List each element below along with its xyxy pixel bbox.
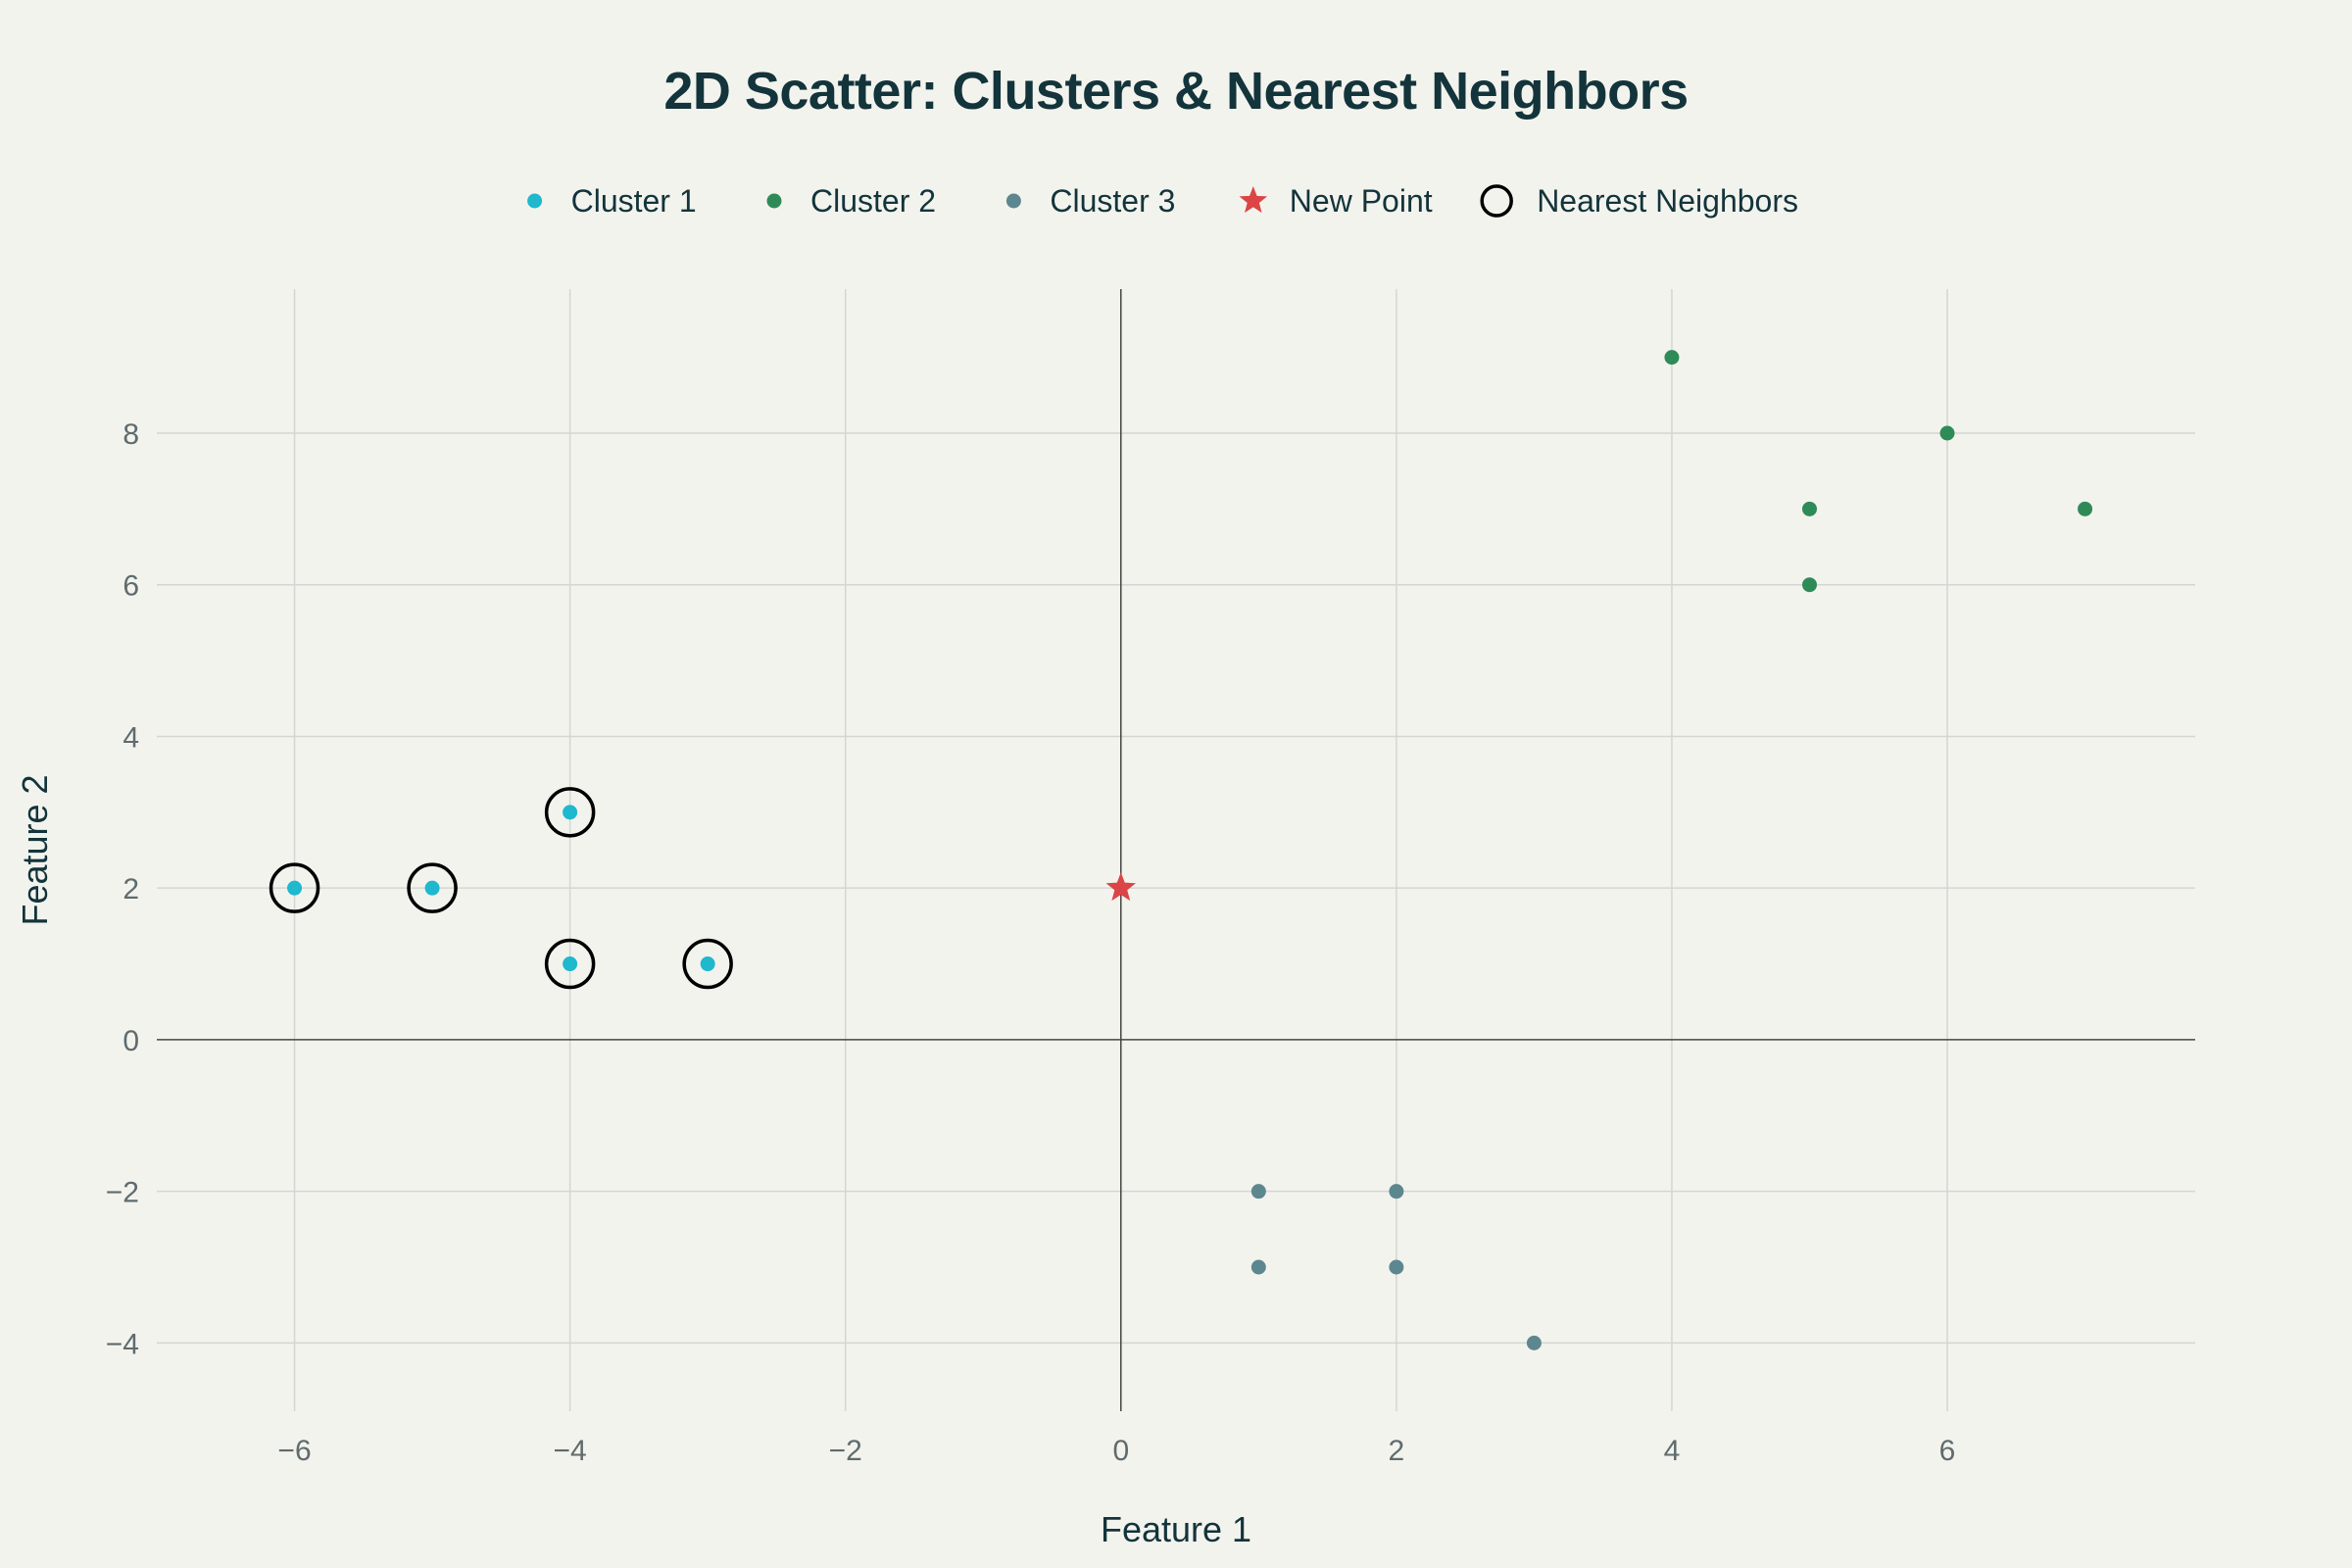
y-tick-label: 8 xyxy=(122,418,139,451)
legend-item-cluster-1: Cluster 1 xyxy=(527,183,697,219)
legend-marker-icon xyxy=(766,193,782,209)
y-tick-label: 6 xyxy=(122,570,139,603)
legend-item-cluster-2: Cluster 2 xyxy=(766,183,936,219)
legend-marker-icon xyxy=(527,193,543,209)
nearest-neighbors-point xyxy=(682,938,733,990)
grid-lines xyxy=(157,289,2195,1411)
y-tick-label: 0 xyxy=(122,1025,139,1057)
cluster-2-point xyxy=(1801,501,1817,516)
y-tick-label: −4 xyxy=(106,1328,139,1360)
chart-title: 2D Scatter: Clusters & Nearest Neighbors xyxy=(663,62,1689,121)
cluster-3-point xyxy=(1389,1259,1404,1275)
cluster-2-point xyxy=(1664,350,1680,366)
cluster-1-point xyxy=(563,956,578,972)
cluster-1-point xyxy=(563,805,578,820)
legend-label: New Point xyxy=(1290,183,1433,219)
y-tick-label: 4 xyxy=(122,721,139,754)
cluster-1-point xyxy=(700,956,715,972)
cluster-2-point xyxy=(2078,501,2093,516)
zero-lines xyxy=(157,289,2195,1411)
legend-marker-icon xyxy=(1005,193,1021,209)
nearest-neighbors-point xyxy=(269,862,320,913)
x-tick-label: 4 xyxy=(1664,1435,1681,1467)
legend-label: Cluster 2 xyxy=(810,183,936,219)
cluster-3-point xyxy=(1389,1184,1404,1200)
legend-item-nearest-neighbors: Nearest Neighbors xyxy=(1480,183,1798,219)
legend-marker-icon xyxy=(1239,186,1268,214)
cluster-3-point xyxy=(1250,1184,1266,1200)
cluster-2-point xyxy=(1939,425,1955,441)
cluster-1-point xyxy=(287,880,303,896)
y-tick-label: −2 xyxy=(106,1177,139,1209)
cluster-2-point xyxy=(1801,577,1817,593)
new-point-point xyxy=(1105,872,1136,902)
nearest-neighbors-point xyxy=(544,938,596,990)
cluster-1-point xyxy=(424,880,440,896)
legend-label: Cluster 1 xyxy=(571,183,697,219)
cluster-3-point xyxy=(1250,1259,1266,1275)
y-tick-label: 2 xyxy=(122,873,139,906)
nearest-neighbors-point xyxy=(407,862,458,913)
nearest-neighbors-point xyxy=(544,787,596,838)
x-tick-label: 2 xyxy=(1389,1435,1405,1467)
x-tick-label: 0 xyxy=(1112,1435,1129,1467)
x-tick-label: −2 xyxy=(829,1435,862,1467)
legend-marker-icon xyxy=(1480,184,1513,218)
legend-item-new-point: New Point xyxy=(1239,183,1433,219)
cluster-3-point xyxy=(1526,1335,1542,1350)
tick-labels: −6 −4 −2 0 2 4 6 −4 −2 0 2 4 6 8 xyxy=(106,418,1956,1467)
data-points xyxy=(269,350,2093,1350)
x-axis-label: Feature 1 xyxy=(1101,1509,1251,1549)
x-tick-label: −6 xyxy=(277,1435,311,1467)
legend: Cluster 1 Cluster 2 Cluster 3 New Point Near… xyxy=(527,183,1798,219)
legend-label: Cluster 3 xyxy=(1050,183,1175,219)
legend-label: Nearest Neighbors xyxy=(1537,183,1798,219)
x-tick-label: 6 xyxy=(1939,1435,1956,1467)
legend-item-cluster-3: Cluster 3 xyxy=(1005,183,1175,219)
x-tick-label: −4 xyxy=(554,1435,587,1467)
y-axis-label: Feature 2 xyxy=(15,774,55,925)
